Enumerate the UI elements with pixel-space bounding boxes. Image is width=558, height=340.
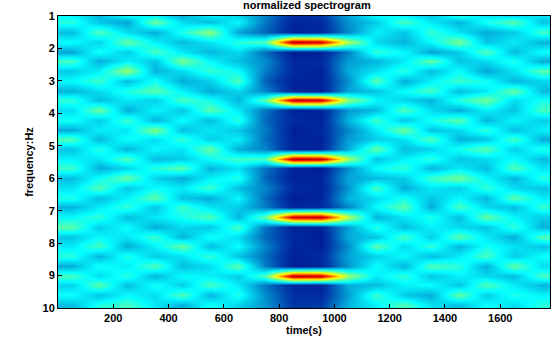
svg-text:7: 7 [49,205,55,217]
svg-text:time(s): time(s) [286,324,322,336]
svg-text:9: 9 [49,269,55,281]
svg-text:4: 4 [49,107,56,119]
svg-text:2: 2 [49,42,55,54]
svg-text:5: 5 [49,140,55,152]
svg-text:1: 1 [49,10,55,22]
svg-text:200: 200 [104,312,122,324]
svg-text:10: 10 [43,302,55,314]
svg-text:600: 600 [215,312,233,324]
svg-text:1000: 1000 [322,312,346,324]
svg-text:1200: 1200 [377,312,401,324]
svg-text:6: 6 [49,172,55,184]
svg-text:1600: 1600 [488,312,512,324]
svg-text:400: 400 [159,312,177,324]
svg-text:800: 800 [270,312,288,324]
svg-text:frequency:Hz: frequency:Hz [23,127,35,197]
svg-text:3: 3 [49,75,55,87]
svg-text:8: 8 [49,237,55,249]
svg-text:1400: 1400 [433,312,457,324]
svg-text:normalized spectrogram: normalized spectrogram [243,0,371,11]
